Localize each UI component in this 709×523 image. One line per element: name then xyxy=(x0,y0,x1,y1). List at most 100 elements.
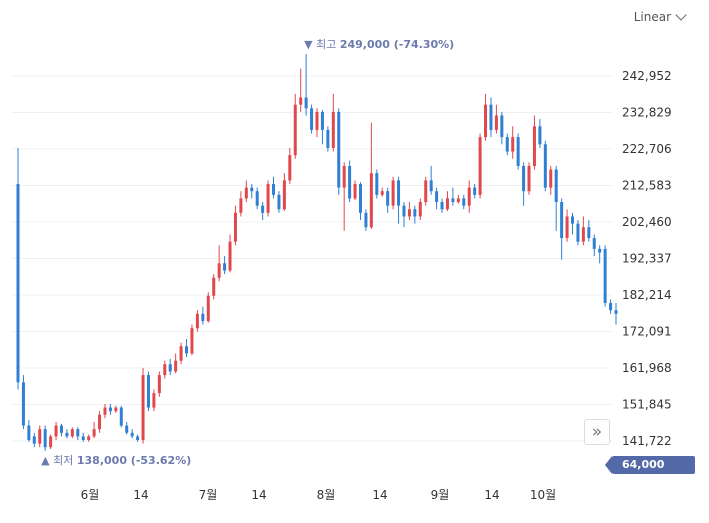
candle[interactable] xyxy=(522,162,526,206)
candle[interactable] xyxy=(299,68,303,112)
candle[interactable] xyxy=(609,299,613,314)
candle[interactable] xyxy=(310,104,314,134)
candle[interactable] xyxy=(451,187,455,206)
candle[interactable] xyxy=(397,176,401,224)
candle[interactable] xyxy=(239,191,243,217)
candle[interactable] xyxy=(190,324,194,356)
candle[interactable] xyxy=(549,165,553,195)
candle[interactable] xyxy=(185,339,189,358)
candle[interactable] xyxy=(603,245,607,307)
candle[interactable] xyxy=(331,93,335,152)
candle[interactable] xyxy=(168,358,172,376)
candle[interactable] xyxy=(288,147,292,184)
candle[interactable] xyxy=(49,434,53,450)
candle[interactable] xyxy=(103,403,107,419)
candle[interactable] xyxy=(391,176,395,210)
candle[interactable] xyxy=(429,165,433,195)
candle[interactable] xyxy=(386,187,390,213)
candle[interactable] xyxy=(380,187,384,197)
candle[interactable] xyxy=(587,220,591,242)
candle[interactable] xyxy=(141,367,145,444)
candle[interactable] xyxy=(364,209,368,231)
candle[interactable] xyxy=(527,162,531,195)
candle[interactable] xyxy=(571,212,575,235)
candle[interactable] xyxy=(435,187,439,210)
candle[interactable] xyxy=(223,256,227,275)
candle[interactable] xyxy=(81,432,85,442)
candle[interactable] xyxy=(532,115,536,170)
candle[interactable] xyxy=(212,274,216,300)
candle[interactable] xyxy=(38,425,42,448)
candle[interactable] xyxy=(98,411,102,433)
candle[interactable] xyxy=(494,104,498,134)
candle[interactable] xyxy=(543,140,547,192)
candle[interactable] xyxy=(282,173,286,212)
candle[interactable] xyxy=(114,405,118,413)
candle[interactable] xyxy=(511,126,515,159)
candle[interactable] xyxy=(592,234,596,257)
candle[interactable] xyxy=(32,432,36,448)
candle[interactable] xyxy=(445,191,449,212)
candle[interactable] xyxy=(353,180,357,201)
candle[interactable] xyxy=(59,423,63,437)
candle[interactable] xyxy=(146,371,150,412)
candle[interactable] xyxy=(473,183,477,199)
candle[interactable] xyxy=(375,169,379,199)
candle[interactable] xyxy=(266,180,270,217)
candle[interactable] xyxy=(293,93,297,159)
candle[interactable] xyxy=(201,306,205,325)
candle[interactable] xyxy=(65,429,69,439)
candle[interactable] xyxy=(272,176,276,199)
candle[interactable] xyxy=(440,198,444,213)
candle[interactable] xyxy=(92,421,96,439)
candle[interactable] xyxy=(456,194,460,204)
candle[interactable] xyxy=(125,421,129,435)
candle[interactable] xyxy=(484,93,488,141)
candle[interactable] xyxy=(565,209,569,242)
candle[interactable] xyxy=(255,187,259,210)
candle[interactable] xyxy=(478,133,482,199)
candle[interactable] xyxy=(119,405,123,428)
candle[interactable] xyxy=(233,205,237,246)
candle[interactable] xyxy=(179,342,183,365)
candle[interactable] xyxy=(54,421,58,440)
candle[interactable] xyxy=(163,360,167,379)
candle[interactable] xyxy=(581,216,585,246)
candle[interactable] xyxy=(304,54,308,116)
candle[interactable] xyxy=(108,403,112,415)
candle[interactable] xyxy=(195,310,199,332)
candle[interactable] xyxy=(505,133,509,156)
candle[interactable] xyxy=(614,302,618,325)
candle[interactable] xyxy=(538,119,542,148)
candle[interactable] xyxy=(407,202,411,221)
candle[interactable] xyxy=(87,434,91,442)
candle[interactable] xyxy=(337,108,341,195)
candle[interactable] xyxy=(424,176,428,206)
candle[interactable] xyxy=(43,425,47,451)
candle[interactable] xyxy=(320,110,324,145)
candle[interactable] xyxy=(413,205,417,224)
candle[interactable] xyxy=(489,97,493,138)
candle[interactable] xyxy=(554,165,558,231)
candle[interactable] xyxy=(467,180,471,213)
scale-dropdown[interactable]: Linear xyxy=(634,9,687,24)
candle[interactable] xyxy=(206,292,210,323)
candle[interactable] xyxy=(315,108,319,138)
candle[interactable] xyxy=(358,182,362,221)
candle[interactable] xyxy=(598,245,602,264)
candle[interactable] xyxy=(348,160,352,203)
candle[interactable] xyxy=(157,371,161,397)
candle[interactable] xyxy=(130,429,134,439)
candle[interactable] xyxy=(70,427,74,439)
scroll-latest-button[interactable]: » xyxy=(584,419,610,445)
candle[interactable] xyxy=(462,194,466,210)
candle[interactable] xyxy=(402,202,406,228)
candle[interactable] xyxy=(244,180,248,203)
candle[interactable] xyxy=(418,198,422,221)
candle[interactable] xyxy=(76,427,80,440)
candle[interactable] xyxy=(228,234,232,273)
candle[interactable] xyxy=(261,202,265,221)
candle[interactable] xyxy=(326,126,330,152)
candle[interactable] xyxy=(277,191,281,213)
candle[interactable] xyxy=(500,111,504,145)
